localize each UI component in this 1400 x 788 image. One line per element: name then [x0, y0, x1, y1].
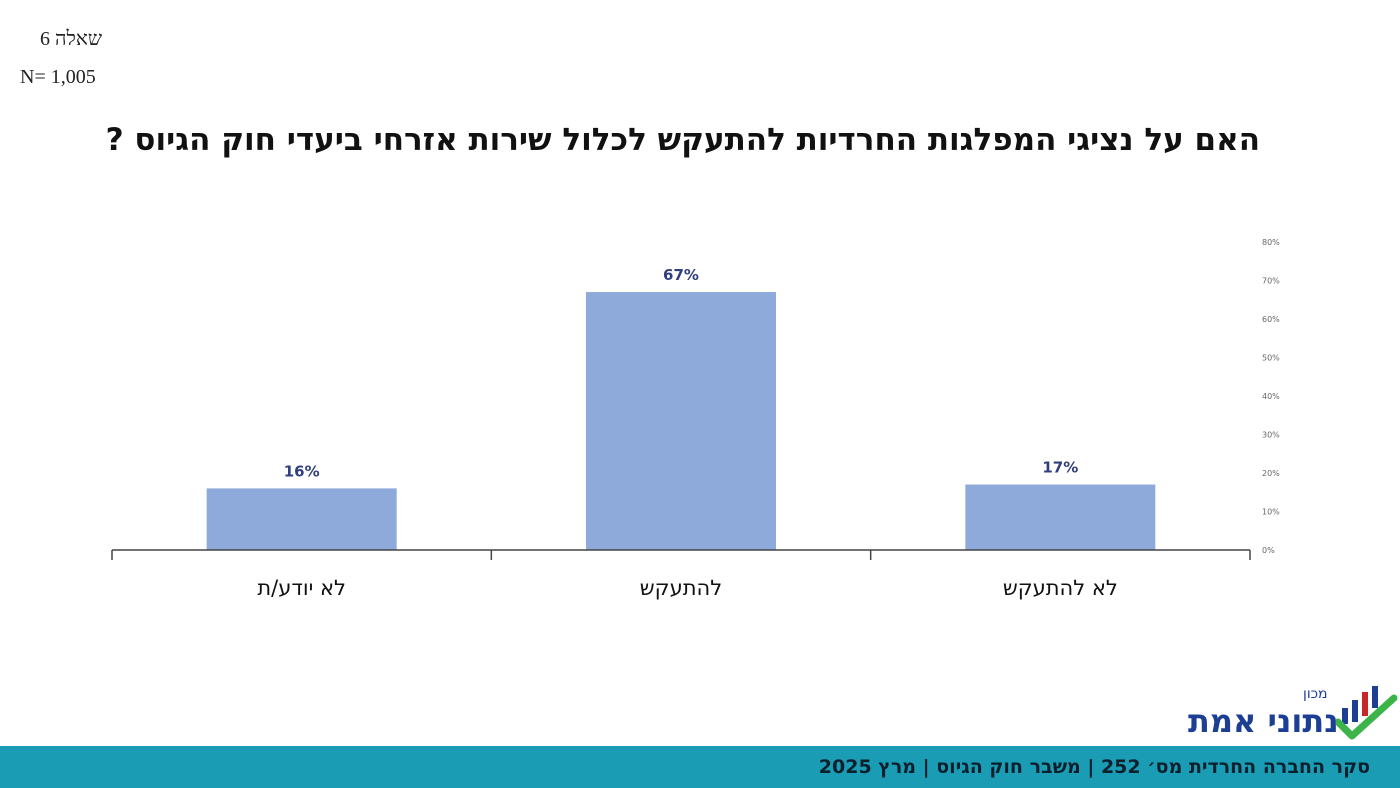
sample-size: N= 1,005 [20, 66, 96, 88]
y-tick-label: 80% [1262, 238, 1280, 247]
bar [965, 484, 1156, 550]
bar [206, 488, 397, 550]
bar-value-label: 16% [284, 462, 320, 480]
footer-text: סקר החברה החרדית מס׳ 252 | משבר חוק הגיו… [818, 756, 1370, 778]
x-category-label: לא להתעקש [1003, 576, 1118, 600]
y-tick-label: 30% [1262, 431, 1280, 440]
x-category-label: לא יודע/ת [257, 576, 346, 600]
footer-bar: סקר החברה החרדית מס׳ 252 | משבר חוק הגיו… [0, 746, 1400, 788]
y-tick-label: 40% [1262, 392, 1280, 401]
y-tick-label: 0% [1262, 546, 1275, 555]
y-tick-label: 70% [1262, 277, 1280, 286]
bar-value-label: 67% [663, 266, 699, 284]
logo-main-text: נתוני אמת [1188, 702, 1339, 740]
logo: מכון נתוני אמת [1186, 680, 1398, 744]
y-tick-label: 20% [1262, 469, 1280, 478]
y-tick-label: 60% [1262, 315, 1280, 324]
y-tick-label: 10% [1262, 508, 1280, 517]
logo-check-icon [1336, 686, 1398, 740]
chart-title: האם על נציגי המפלגות החרדיות להתעקש לכלו… [105, 122, 1260, 158]
bar-chart: 0% 10% 20% 30% 40% 50% 60% 70% 80% 16% לא יודע/ת 67… [111, 238, 1280, 600]
bar [586, 292, 776, 550]
bar-value-label: 17% [1042, 459, 1078, 477]
y-tick-label: 50% [1262, 354, 1280, 363]
logo-small-text: מכון [1303, 686, 1328, 702]
x-category-label: להתעקש [640, 576, 722, 600]
question-number: שאלה 6 [40, 28, 103, 50]
